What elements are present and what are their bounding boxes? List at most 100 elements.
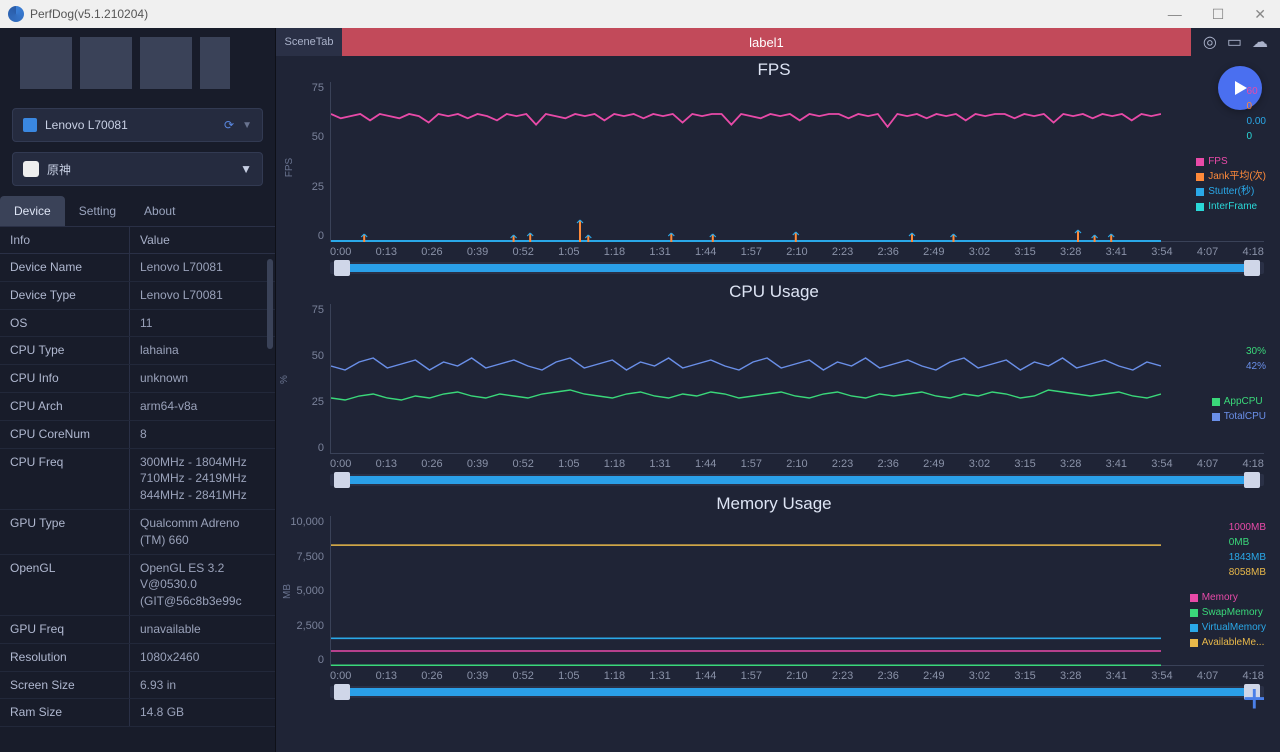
table-row: CPU Archarm64-v8a [0, 393, 275, 421]
row-key: GPU Freq [0, 616, 130, 643]
table-row: CPU Infounknown [0, 365, 275, 393]
slider-handle-right[interactable] [1244, 472, 1260, 488]
scene-tab[interactable]: SceneTab [276, 28, 342, 56]
row-key: CPU Freq [0, 449, 130, 509]
thumb [80, 37, 132, 89]
table-row: GPU Frequnavailable [0, 616, 275, 644]
device-info-table: Info Value Device NameLenovo L70081Devic… [0, 227, 275, 752]
chart-title: FPS [284, 60, 1264, 80]
row-value: unknown [130, 365, 275, 392]
window-title: PerfDog(v5.1.210204) [30, 7, 148, 21]
tab-setting[interactable]: Setting [65, 196, 130, 226]
app-name: 原神 [47, 161, 71, 178]
app-selector[interactable]: 原神 ▼ [12, 152, 263, 186]
table-row: Screen Size6.93 in [0, 672, 275, 700]
time-slider[interactable] [330, 474, 1264, 486]
row-value: 14.8 GB [130, 699, 275, 726]
sidebar: Lenovo L70081 ⟳ ▼ 原神 ▼ Device Setting Ab… [0, 28, 276, 752]
table-row: CPU Typelahaina [0, 337, 275, 365]
row-key: CPU CoreNum [0, 421, 130, 448]
row-value: Lenovo L70081 [130, 254, 275, 281]
cloud-icon[interactable]: ☁ [1252, 32, 1268, 52]
device-selector[interactable]: Lenovo L70081 ⟳ ▼ [12, 108, 263, 142]
location-icon[interactable]: ◎ [1203, 32, 1217, 52]
add-chart-button[interactable]: + [1243, 677, 1266, 722]
main-panel: SceneTab label1 ◎ ▭ ☁ FPS FPS 7550250 6 [276, 28, 1280, 752]
tab-device[interactable]: Device [0, 196, 65, 226]
titlebar: PerfDog(v5.1.210204) — ☐ ✕ [0, 0, 1280, 28]
device-name: Lenovo L70081 [45, 118, 128, 132]
table-row: Device NameLenovo L70081 [0, 254, 275, 282]
window-controls: — ☐ ✕ [1162, 6, 1272, 23]
row-key: OS [0, 310, 130, 337]
row-key: GPU Type [0, 510, 130, 554]
plot-area: 6000.000 FPSJank平均(次)Stutter(秒)InterFram… [330, 82, 1264, 242]
thumb [140, 37, 192, 89]
app-icon [8, 6, 24, 22]
tab-about[interactable]: About [130, 196, 189, 226]
caret-icon: ▼ [242, 120, 252, 131]
charts-area: FPS FPS 7550250 6000.000 FPSJank平均(次)Stu… [276, 56, 1280, 752]
slider-handle-left[interactable] [334, 260, 350, 276]
slider-fill [348, 476, 1246, 484]
cpu-chart: CPU Usage % 7550250 30%42% AppCPUTotalCP… [284, 282, 1264, 486]
maximize-button[interactable]: ☐ [1206, 6, 1231, 23]
row-key: CPU Arch [0, 393, 130, 420]
slider-handle-left[interactable] [334, 472, 350, 488]
thumb [20, 37, 72, 89]
row-key: Device Name [0, 254, 130, 281]
refresh-icon[interactable]: ⟳ [224, 118, 234, 132]
y-axis-label: FPS [284, 158, 295, 177]
thumb [200, 37, 230, 89]
slider-fill [348, 688, 1246, 696]
row-value: unavailable [130, 616, 275, 643]
row-key: OpenGL [0, 555, 130, 615]
row-value: 6.93 in [130, 672, 275, 699]
mem-plot [331, 516, 1161, 666]
app-icon [23, 161, 39, 177]
chart-title: Memory Usage [284, 494, 1264, 514]
readouts: 1000MB0MB1843MB8058MB [1229, 520, 1266, 580]
slider-handle-right[interactable] [1244, 260, 1260, 276]
scrollbar-thumb[interactable] [267, 259, 273, 349]
x-axis: 0:000:130:260:390:521:051:181:311:441:57… [284, 454, 1264, 472]
close-button[interactable]: ✕ [1248, 6, 1272, 23]
row-key: CPU Type [0, 337, 130, 364]
row-key: CPU Info [0, 365, 130, 392]
x-axis: 0:000:130:260:390:521:051:181:311:441:57… [284, 666, 1264, 684]
plot-area: 1000MB0MB1843MB8058MB MemorySwapMemoryVi… [330, 516, 1264, 666]
time-slider[interactable] [330, 686, 1264, 698]
readouts: 6000.000 [1247, 84, 1266, 144]
legend: FPSJank平均(次)Stutter(秒)InterFrame [1196, 154, 1266, 214]
cpu-plot [331, 304, 1161, 454]
label-bar[interactable]: label1 [342, 28, 1191, 56]
row-value: OpenGL ES 3.2 V@0530.0 (GIT@56c8b3e99c [130, 555, 275, 615]
table-row: CPU Freq300MHz - 1804MHz 710MHz - 2419MH… [0, 449, 275, 510]
slider-fill [348, 264, 1246, 272]
y-axis-label: MB [282, 584, 293, 599]
table-row: CPU CoreNum8 [0, 421, 275, 449]
table-header: Info Value [0, 227, 275, 254]
legend: MemorySwapMemoryVirtualMemoryAvailableMe… [1190, 590, 1266, 650]
slider-handle-left[interactable] [334, 684, 350, 700]
row-value: 1080x2460 [130, 644, 275, 671]
row-key: Ram Size [0, 699, 130, 726]
legend: AppCPUTotalCPU [1212, 394, 1266, 424]
row-value: 11 [130, 310, 275, 337]
time-slider[interactable] [330, 262, 1264, 274]
folder-icon[interactable]: ▭ [1227, 32, 1242, 52]
row-value: Qualcomm Adreno (TM) 660 [130, 510, 275, 554]
chart-title: CPU Usage [284, 282, 1264, 302]
plot-area: 30%42% AppCPUTotalCPU [330, 304, 1264, 454]
row-key: Screen Size [0, 672, 130, 699]
table-row: OS11 [0, 310, 275, 338]
table-row: Ram Size14.8 GB [0, 699, 275, 727]
y-axis-label: % [279, 375, 290, 384]
row-value: arm64-v8a [130, 393, 275, 420]
minimize-button[interactable]: — [1162, 6, 1188, 23]
x-axis: 0:000:130:260:390:521:051:181:311:441:57… [284, 242, 1264, 260]
row-key: Resolution [0, 644, 130, 671]
top-strip: SceneTab label1 ◎ ▭ ☁ [276, 28, 1280, 56]
sidebar-tabs: Device Setting About [0, 196, 275, 227]
memory-chart: Memory Usage MB 10,0007,5005,0002,5000 1… [284, 494, 1264, 698]
